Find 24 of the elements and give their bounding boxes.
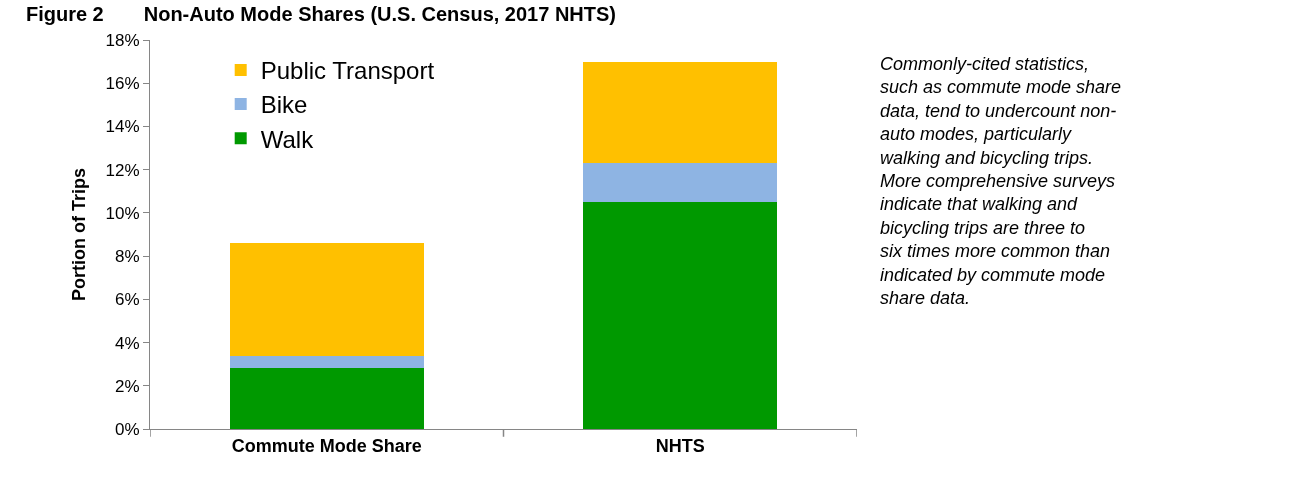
y-tick-label: 12% <box>105 160 140 180</box>
legend-label: Walk <box>260 125 315 153</box>
y-tick-label: 10% <box>105 203 140 223</box>
y-axis-title: Portion of Trips <box>68 168 89 301</box>
bar <box>229 355 424 369</box>
x-tick-label: NHTS <box>655 435 705 456</box>
text: Commonly-cited statistics, such as commute mode share data, tend to undercount non-auto modes, particularly walking and bicycling trips. More comprehensive surveys indicate that walking and bicycling trips are three to six times more common than indicated by commute mode share data. <box>880 54 1122 308</box>
chart-title: Figure 2 Non-Auto Mode Shares (U.S. Census, 2017 NHTS) <box>25 3 617 26</box>
y-tick-label: 2% <box>115 376 140 396</box>
bar <box>229 243 424 356</box>
y-tick-label: 0% <box>115 419 140 439</box>
y-tick-label: 14% <box>105 117 140 137</box>
legend-label: Public Transport <box>260 57 435 85</box>
bar <box>583 61 778 164</box>
x-tick-label: Commute Mode Share <box>231 435 422 456</box>
y-tick-label: 6% <box>115 290 140 310</box>
y-tick-label: 4% <box>115 333 140 353</box>
bar <box>583 163 778 203</box>
legend-label: Bike <box>260 91 308 119</box>
bar <box>229 368 424 429</box>
y-tick-label: 16% <box>105 74 140 94</box>
y-tick-label: 8% <box>115 247 140 267</box>
bar <box>583 202 778 429</box>
y-tick-label: 18% <box>105 30 140 50</box>
